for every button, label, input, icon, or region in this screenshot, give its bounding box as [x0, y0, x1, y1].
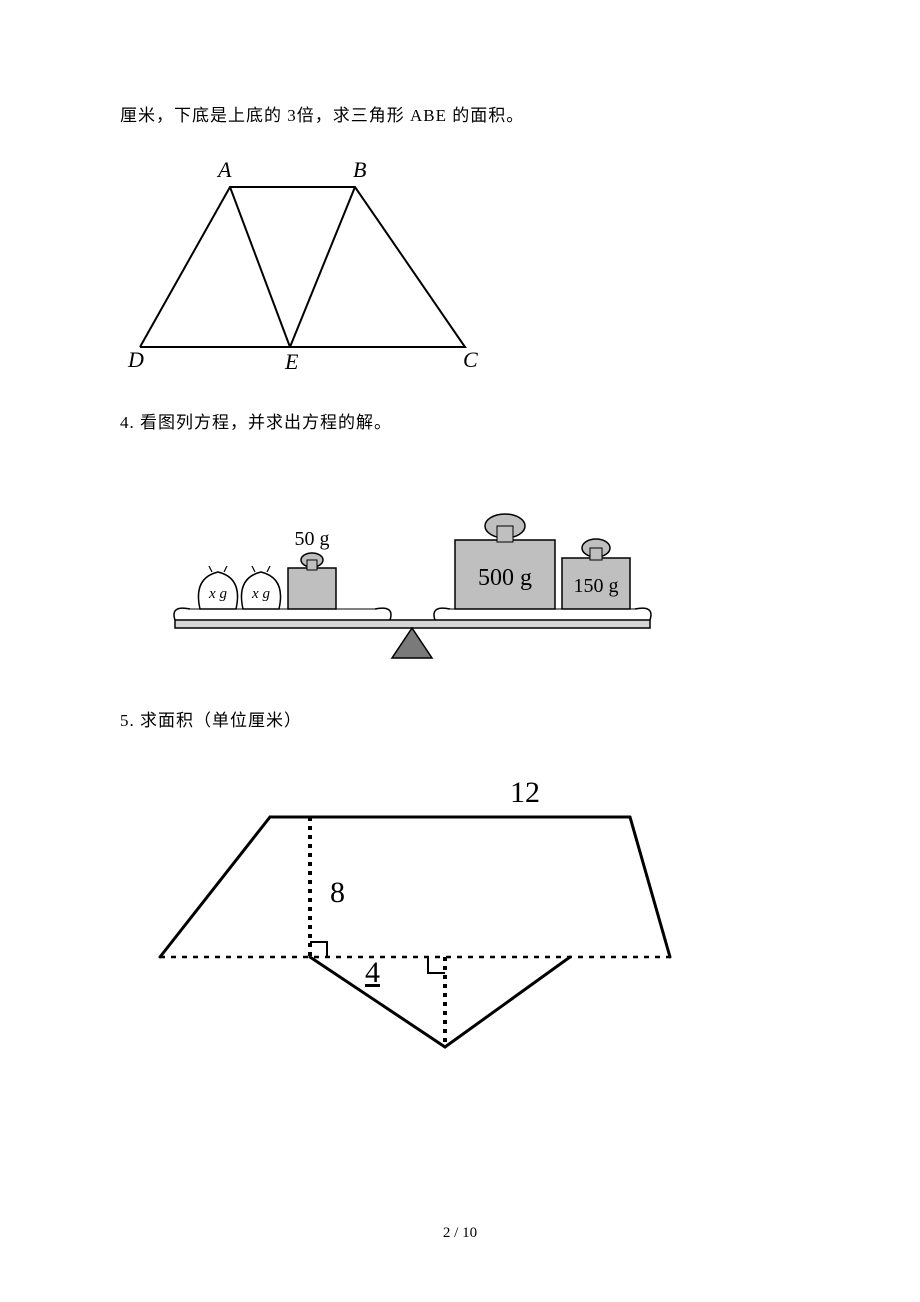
label-4: 4 — [365, 956, 380, 989]
svg-text:x g: x g — [208, 586, 227, 602]
svg-text:500 g: 500 g — [478, 565, 532, 591]
label-C: C — [463, 347, 478, 372]
label-A: A — [216, 157, 232, 182]
right-weight-150g: 150 g — [562, 539, 630, 609]
svg-text:50 g: 50 g — [295, 528, 330, 550]
label-8: 8 — [330, 876, 345, 909]
right-weight-500g: 500 g — [455, 514, 555, 609]
label-12: 12 — [510, 776, 540, 809]
page-number: 2 / 10 — [0, 1225, 920, 1242]
balance-figure: x g x g 50 g 500 g — [160, 460, 800, 670]
question-5-number: 5. — [120, 711, 135, 730]
label-E: E — [284, 349, 299, 372]
svg-text:150 g: 150 g — [574, 575, 619, 597]
trapezoid-figure: A B C D E — [120, 152, 800, 372]
left-weight-50g: 50 g — [288, 528, 336, 609]
area-figure: 12 8 4 — [130, 757, 800, 1067]
svg-text:x g: x g — [251, 586, 270, 602]
label-B: B — [353, 157, 366, 182]
page-container: 厘米，下底是上底的 3倍，求三角形 ABE 的面积。 A B C D E 4. — [0, 0, 920, 1302]
left-bag-2: x g — [241, 566, 280, 609]
label-D: D — [127, 347, 144, 372]
trapezoid-svg: A B C D E — [120, 152, 490, 372]
question-5-text: 求面积（单位厘米） — [140, 711, 302, 730]
balance-svg: x g x g 50 g 500 g — [160, 460, 680, 670]
question-4-text: 看图列方程，并求出方程的解。 — [140, 413, 392, 432]
question-5-line: 5. 求面积（单位厘米） — [120, 705, 800, 737]
area-svg: 12 8 4 — [130, 757, 690, 1067]
question-4-number: 4. — [120, 413, 135, 432]
question-continuation-text: 厘米，下底是上底的 3倍，求三角形 ABE 的面积。 — [120, 100, 800, 132]
question-4-line: 4. 看图列方程，并求出方程的解。 — [120, 407, 800, 439]
left-bag-1: x g — [198, 566, 237, 609]
